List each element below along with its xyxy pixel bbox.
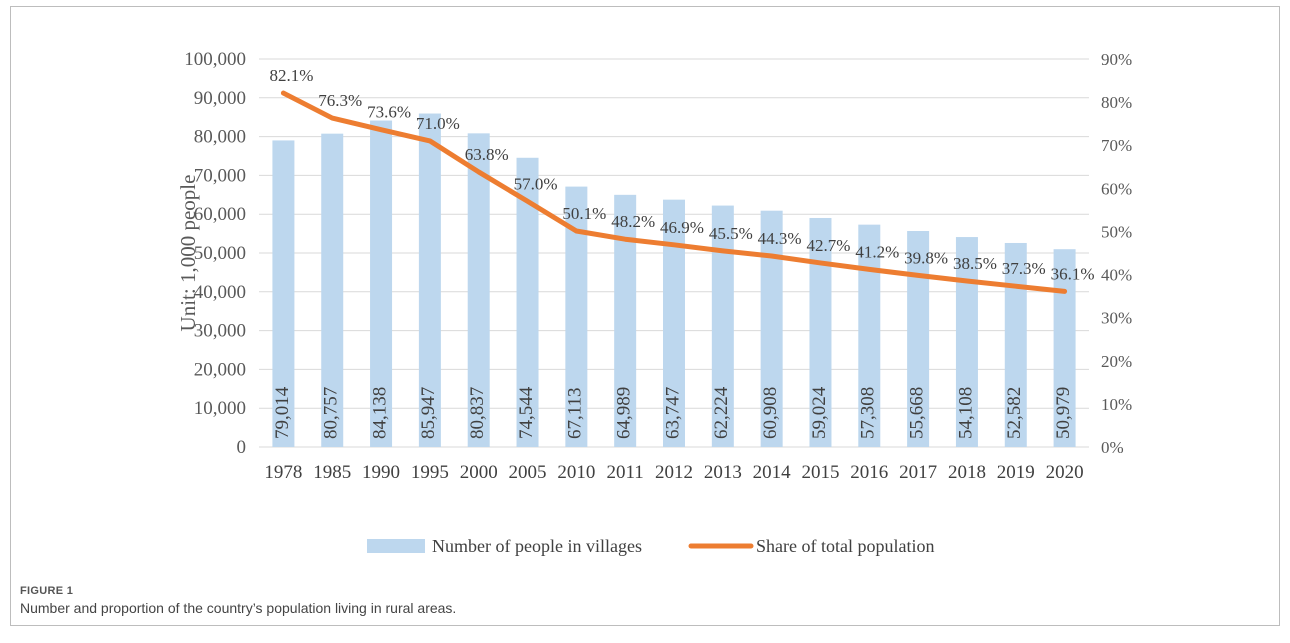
x-tick-label: 1990 [362,462,400,483]
line-value-label: 50.1% [562,204,606,223]
bar [809,217,832,447]
x-tick-label: 1995 [411,462,449,483]
x-tick-label: 1978 [264,462,302,483]
line-value-label: 38.5% [953,254,997,273]
chart: 0 10,000 20,000 30,000 40,000 50,000 60,000 70,… [176,49,1132,556]
bar [467,133,490,447]
share-line [280,90,1068,294]
legend-label-bars: Number of people in villages [432,536,642,556]
y-tick-label: 100,000 [184,49,246,70]
y-tick-label: 40,000 [194,282,246,303]
x-tick-label: 2000 [460,462,498,483]
bar-value-label: 59,024 [809,386,830,439]
y2-tick-label: 80% [1101,93,1132,112]
x-tick-label: 2019 [997,462,1035,483]
y2-tick-label: 0% [1101,438,1124,457]
y-tick-label: 0 [237,437,247,458]
x-tick-label: 2011 [607,462,644,483]
bar [907,231,930,447]
y-tick-label: 20,000 [194,359,246,380]
y2-tick-label: 60% [1101,179,1132,198]
bar-value-label: 54,108 [955,387,976,439]
line-value-label: 82.1% [269,66,313,85]
x-tick-label: 2017 [899,462,937,483]
bar-value-label: 50,979 [1053,387,1074,439]
line-value-label: 45.5% [709,224,753,243]
y-tick-label: 60,000 [194,204,246,225]
bar [711,205,734,447]
bar-value-label: 80,837 [467,387,488,439]
y2-tick-label: 90% [1101,50,1132,69]
y-tick-label: 50,000 [194,243,246,264]
bar [955,237,978,447]
bar-value-label: 55,668 [906,387,927,439]
line-value-label: 36.1% [1051,264,1095,283]
line-value-label: 44.3% [758,229,802,248]
x-tick-label: 1985 [313,462,351,483]
figure-caption: Number and proportion of the country’s p… [20,600,457,616]
bar-value-label: 63,747 [662,387,683,439]
x-tick-label: 2013 [704,462,742,483]
bar-value-label: 84,138 [369,387,390,439]
bar-value-label: 60,908 [760,387,781,439]
bar [370,120,393,448]
bar-value-label: 62,224 [711,386,732,439]
bar-value-label: 80,757 [321,387,342,439]
x-tick-label: 2012 [655,462,693,483]
bar [760,210,783,447]
y-tick-label: 30,000 [194,321,246,342]
x-tick-label: 2015 [801,462,839,483]
bar [516,157,539,447]
line-value-label: 37.3% [1002,259,1046,278]
bar [858,224,881,447]
bar-value-label: 52,582 [1004,387,1025,439]
line-value-label: 42.7% [807,236,851,255]
x-tick-label: 2010 [557,462,595,483]
bar-value-label: 79,014 [272,386,293,439]
bar-value-label: 85,947 [418,387,439,439]
bar [565,186,588,447]
bar [418,113,441,448]
legend-label-line: Share of total population [756,536,934,556]
line-value-label: 57.0% [514,174,558,193]
bar-value-label: 64,989 [614,387,635,439]
line-value-label: 63.8% [465,145,509,164]
line-value-label: 73.6% [367,103,411,122]
line-value-label: 41.2% [855,242,899,261]
line-value-label: 46.9% [660,218,704,237]
y2-tick-label: 30% [1101,309,1132,328]
y2-tick-label: 20% [1101,352,1132,371]
bar [663,199,685,447]
line-value-label: 39.8% [904,248,948,267]
bar-value-label: 74,544 [516,386,537,439]
y2-tick-label: 70% [1101,136,1132,155]
y2-tick-label: 10% [1101,395,1132,414]
figure-frame: 0 10,000 20,000 30,000 40,000 50,000 60,000 70,… [10,6,1280,626]
bar-value-label: 67,113 [565,387,586,439]
line-value-label: 48.2% [611,212,655,231]
x-tick-label: 2018 [948,462,986,483]
legend-swatch-bars [367,539,425,553]
bar [321,133,344,447]
y2-tick-label: 50% [1101,222,1132,241]
line-value-label: 76.3% [318,91,362,110]
bar-value-label: 57,308 [858,387,879,439]
bar [614,194,637,447]
x-tick-label: 2005 [509,462,547,483]
y-tick-label: 90,000 [194,88,246,109]
y-axis-title: Unit: 1,000 people [176,175,200,332]
line-value-label: 71.0% [416,114,460,133]
x-tick-label: 2014 [753,462,792,483]
x-tick-label: 2016 [850,462,888,483]
bar [1004,242,1027,447]
y2-tick-label: 40% [1101,266,1132,285]
figure-label: FIGURE 1 [20,585,74,597]
bar [1053,249,1076,447]
x-tick-label: 2020 [1046,462,1084,483]
y-tick-label: 80,000 [194,127,246,148]
y-tick-label: 70,000 [194,165,246,186]
bar [272,140,295,448]
y-tick-label: 10,000 [194,398,246,419]
